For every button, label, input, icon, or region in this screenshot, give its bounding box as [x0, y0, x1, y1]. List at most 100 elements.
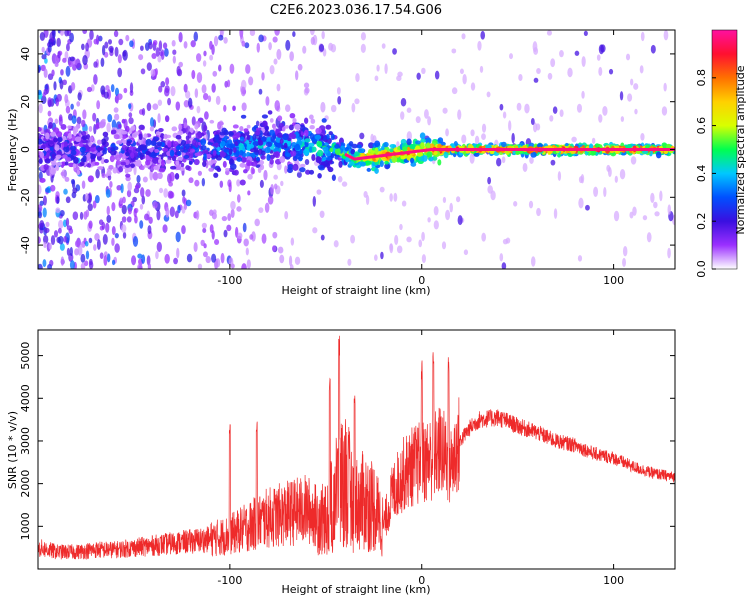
spectrogram-cell: [126, 216, 132, 223]
spectrogram-cell: [100, 85, 106, 95]
spectrogram-cell: [60, 171, 65, 176]
spectrogram-cell: [241, 40, 246, 47]
spectrogram-cell: [146, 62, 152, 71]
spectrogram-cell: [426, 151, 433, 158]
spectrogram-cell: [111, 156, 116, 161]
spectrogram-cell: [529, 156, 534, 164]
snr-y-tick-label: 4000: [19, 384, 32, 412]
spectrogram-cell: [51, 160, 57, 166]
snr-series-line: [38, 335, 675, 560]
spectrogram-cell: [177, 130, 184, 136]
spectrogram-cell: [43, 68, 48, 78]
spectrogram-cell: [585, 204, 590, 211]
spectrogram-cell: [299, 167, 306, 173]
spectrogram-cell: [202, 92, 209, 101]
spectrogram-cell: [264, 146, 271, 154]
spectrogram-cell: [178, 32, 183, 43]
spectrogram-cell: [461, 134, 467, 144]
spectrogram-cell: [132, 196, 138, 203]
spectrogram-cell: [309, 30, 315, 36]
spectrogram-cell: [626, 143, 632, 149]
spectrogram-cell: [89, 30, 94, 40]
spectrogram-cell: [630, 78, 634, 86]
spectrogram-cell: [93, 244, 97, 251]
spectrogram-cell: [96, 155, 102, 161]
spectrogram-cell: [317, 173, 322, 179]
spectrogram-cell: [355, 164, 361, 169]
spectrogram-cell: [536, 207, 541, 217]
spectrogram-cell: [175, 231, 181, 243]
spectrogram-cell: [285, 39, 291, 51]
spectrogram-cell: [176, 150, 182, 156]
spectrogram-cell: [48, 121, 53, 129]
spectrogram-cell: [255, 120, 260, 127]
spectrogram-cell: [106, 205, 110, 216]
spectrogram-cell: [263, 169, 268, 181]
spectrogram-cell: [354, 98, 360, 105]
spectrogram-cell: [627, 93, 633, 102]
spectrogram-cell: [99, 252, 104, 259]
spectrogram-cell: [348, 141, 354, 147]
spectrogram-cell: [640, 31, 645, 42]
spectrogram-cell: [196, 53, 202, 62]
spectrogram-cell: [486, 91, 491, 98]
spectrogram-cell: [118, 38, 124, 46]
spectrogram-cell: [60, 256, 65, 266]
spectrogram-cell: [42, 207, 47, 218]
spectrogram-cell: [142, 176, 148, 183]
spectrogram-cell: [260, 154, 266, 160]
spectrogram-cell: [276, 83, 281, 92]
spectrogram-cell: [316, 189, 322, 195]
spectrogram-cell: [125, 34, 130, 42]
spectrogram-cell: [287, 167, 294, 174]
spectrogram-cell: [114, 243, 120, 253]
spectrogram-cell: [101, 44, 106, 56]
spectrogram-cell: [320, 101, 326, 113]
spectrogram-cell: [275, 136, 282, 143]
spectrogram-cell: [311, 153, 316, 161]
spectrogram-cell: [174, 172, 180, 180]
spectrogram-cell: [131, 125, 136, 130]
spectrogram-cell: [309, 125, 315, 130]
spectrogram-cell: [292, 163, 299, 171]
spectrogram-cell: [82, 134, 88, 141]
spectrogram-y-tick-label: 0: [19, 146, 32, 153]
spectrogram-cell: [80, 262, 86, 269]
spectrogram-cell: [60, 124, 67, 130]
spectrogram-cell: [216, 167, 222, 172]
snr-y-tick-label: 3000: [19, 427, 32, 455]
spectrogram-cell: [111, 259, 116, 266]
spectrogram-cell: [50, 131, 56, 137]
spectrogram-cell: [281, 125, 286, 132]
spectrogram-cell: [76, 169, 81, 176]
spectrogram-cell: [359, 132, 365, 140]
spectrogram-cell: [195, 132, 202, 140]
spectrogram-cell: [207, 95, 212, 103]
spectrogram-cell: [49, 168, 57, 175]
spectrogram-cell: [81, 180, 86, 190]
spectrogram-cell: [462, 73, 467, 85]
spectrogram-cell: [470, 82, 476, 91]
spectrogram-cell: [79, 161, 85, 166]
spectrogram-cell: [47, 110, 52, 117]
spectrogram-panel: -100 0 100 -40 -20 0 20 40 Height of straight …: [6, 29, 676, 297]
spectrogram-cell: [194, 123, 199, 130]
spectrogram-cell: [225, 167, 230, 172]
spectrogram-cell: [383, 141, 389, 148]
spectrogram-cell: [130, 163, 135, 168]
spectrogram-cell: [559, 50, 564, 58]
spectrogram-cell: [66, 247, 71, 256]
spectrogram-cell: [70, 103, 74, 110]
spectrogram-cell: [250, 166, 255, 175]
spectrogram-cell: [267, 110, 273, 115]
spectrogram-cell: [437, 137, 444, 144]
spectrogram-cell: [312, 195, 316, 207]
spectrogram-cell: [76, 101, 81, 107]
spectrogram-cell: [426, 142, 431, 150]
spectrogram-cell: [238, 149, 244, 156]
spectrogram-cell: [607, 166, 612, 178]
spectrogram-cell: [191, 116, 196, 126]
spectrogram-cell: [223, 229, 228, 238]
spectrogram-cell: [56, 93, 62, 102]
spectrogram-cell: [38, 263, 43, 269]
